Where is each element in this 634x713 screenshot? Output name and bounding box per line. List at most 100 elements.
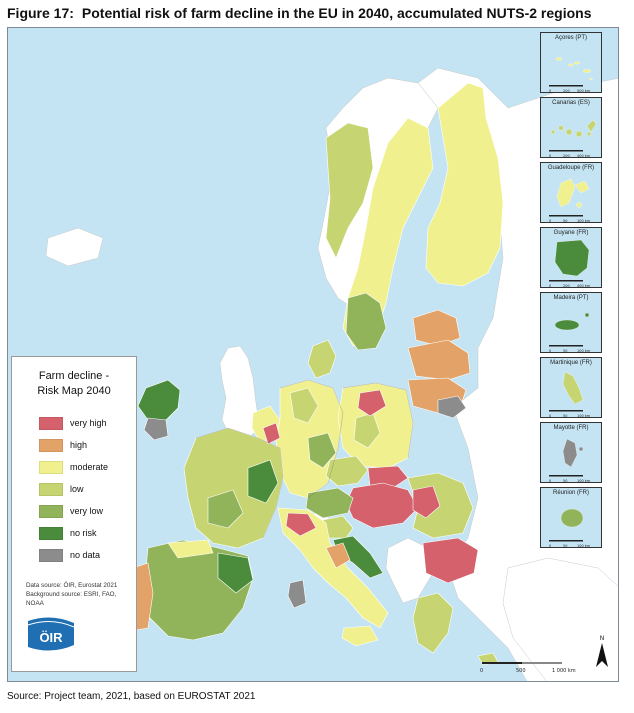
region-italy-centre[interactable] bbox=[325, 542, 351, 569]
region-denmark[interactable] bbox=[307, 339, 337, 379]
inset-scale-0: 0 bbox=[549, 219, 551, 223]
region-finland[interactable] bbox=[425, 82, 504, 287]
inset-scale-0: 0 bbox=[549, 154, 551, 158]
region-lithuania-nodata[interactable] bbox=[437, 395, 467, 419]
legend-items: very high high moderate low very low no … bbox=[12, 412, 136, 566]
legend-item: very low bbox=[12, 500, 136, 522]
region-france-centre[interactable] bbox=[247, 459, 279, 504]
inset-martinique[interactable]: Martinique (FR) 0 50 100 km bbox=[540, 357, 602, 418]
inset-scale-2: 100 km bbox=[577, 544, 591, 548]
region-romania-west[interactable] bbox=[412, 485, 441, 519]
inset-scale-1: 50 bbox=[563, 219, 567, 223]
region-slovakia[interactable] bbox=[367, 465, 409, 489]
inset-scale-2: 100 km bbox=[577, 349, 591, 353]
region-czechia[interactable] bbox=[325, 455, 369, 487]
region-spain-north[interactable] bbox=[167, 539, 214, 559]
figure-title: Figure 17: Potential risk of farm decline… bbox=[7, 5, 591, 21]
region-sardinia[interactable] bbox=[287, 579, 307, 609]
inset-reunion[interactable]: Réunion (FR) 0 50 100 km bbox=[540, 487, 602, 548]
inset-title: Canarias (ES) bbox=[552, 100, 590, 106]
region-france-north[interactable] bbox=[262, 422, 281, 445]
inset-scale-1: 50 bbox=[563, 479, 567, 483]
inset-scale-0: 0 bbox=[549, 284, 551, 288]
inset-scale-0: 0 bbox=[549, 349, 551, 353]
region-bulgaria[interactable] bbox=[422, 537, 479, 584]
scale-label-2: 1 000 km bbox=[552, 668, 576, 674]
region-austria[interactable] bbox=[305, 487, 354, 519]
region-germany-north[interactable] bbox=[289, 387, 319, 424]
outlying-land bbox=[45, 227, 104, 267]
scale-bar: 0 500 1 000 km bbox=[480, 662, 576, 674]
legend-label: no risk bbox=[70, 528, 97, 538]
north-label: N bbox=[600, 635, 605, 642]
inset-scale-2: 100 km bbox=[577, 219, 591, 223]
inset-map: 0 50 100 km bbox=[549, 178, 591, 223]
legend-label: low bbox=[70, 484, 84, 494]
eu-regions[interactable] bbox=[129, 82, 504, 666]
logo-text: ÖIR bbox=[39, 630, 63, 645]
legend-label: very low bbox=[70, 506, 104, 516]
region-sicily[interactable] bbox=[341, 625, 379, 647]
region-ireland-nodata[interactable] bbox=[143, 417, 169, 441]
legend-title-line1: Farm decline - bbox=[38, 370, 110, 382]
region-italy-north[interactable] bbox=[285, 512, 317, 537]
legend-item: no data bbox=[12, 544, 136, 566]
region-sweden-mid[interactable] bbox=[325, 122, 374, 259]
inset-map: 0 50 100 km bbox=[549, 438, 591, 483]
legend-swatch bbox=[39, 460, 63, 474]
legend-swatch bbox=[39, 416, 63, 430]
north-arrow-icon: N bbox=[596, 635, 608, 667]
inset-scale-2: 100 km bbox=[577, 414, 591, 418]
region-italy[interactable] bbox=[277, 507, 389, 629]
region-germany-mid[interactable] bbox=[307, 432, 337, 469]
region-sweden-south[interactable] bbox=[345, 292, 387, 351]
inset-scale-1: 200 bbox=[563, 154, 570, 158]
region-greece[interactable] bbox=[412, 592, 454, 654]
inset-map: 0 50 100 km bbox=[549, 508, 591, 548]
legend-title-line2: Risk Map 2040 bbox=[37, 385, 111, 397]
inset-title: Guadeloupe (FR) bbox=[547, 165, 595, 171]
region-latvia[interactable] bbox=[407, 339, 471, 381]
legend-item: moderate bbox=[12, 456, 136, 478]
legend-label: moderate bbox=[70, 462, 109, 472]
inset-scale-0: 0 bbox=[549, 89, 551, 93]
inset-scale-2: 100 km bbox=[577, 479, 591, 483]
inset-map: 0 200 400 km bbox=[549, 119, 597, 158]
map-frame[interactable]: Farm decline - Risk Map 2040 very high h… bbox=[7, 27, 619, 682]
inset-canarias[interactable]: Canarias (ES) 0 200 400 km bbox=[540, 97, 602, 158]
inset-title: Mayotte (FR) bbox=[553, 425, 589, 431]
inset-maps: Açores (PT) 0 200 500 km Canarias (ES) 0… bbox=[540, 32, 602, 552]
inset-scale-0: 0 bbox=[549, 414, 551, 418]
inset-mayotte[interactable]: Mayotte (FR) 0 50 100 km bbox=[540, 422, 602, 483]
inset-scale-2: 400 km bbox=[577, 284, 591, 288]
inset-title: Guyane (FR) bbox=[553, 230, 589, 236]
inset-title: Réunion (FR) bbox=[552, 490, 589, 496]
inset-map: 0 50 100 km bbox=[549, 371, 591, 418]
inset-title: Açores (PT) bbox=[554, 35, 587, 41]
inset-guadeloupe[interactable]: Guadeloupe (FR) 0 50 100 km bbox=[540, 162, 602, 223]
figure-number: Figure 17: bbox=[7, 5, 74, 21]
inset-scale-2: 500 km bbox=[577, 89, 591, 93]
legend-item: low bbox=[12, 478, 136, 500]
legend-swatch bbox=[39, 438, 63, 452]
inset-madeira[interactable]: Madeira (PT) 0 50 100 km bbox=[540, 292, 602, 353]
inset-map: 0 50 100 km bbox=[549, 312, 591, 353]
region-spain-east[interactable] bbox=[217, 552, 254, 594]
legend-item: no risk bbox=[12, 522, 136, 544]
inset-acores[interactable]: Açores (PT) 0 200 500 km bbox=[540, 32, 602, 93]
figure-source: Source: Project team, 2021, based on EUR… bbox=[7, 691, 256, 702]
region-estonia[interactable] bbox=[412, 309, 461, 347]
inset-title: Martinique (FR) bbox=[550, 360, 592, 366]
region-france-west[interactable] bbox=[207, 489, 244, 529]
inset-scale-1: 50 bbox=[563, 544, 567, 548]
data-source: Data source: ÖIR, Eurostat 2021 bbox=[26, 582, 118, 589]
legend-sources: Data source: ÖIR, Eurostat 2021 Backgrou… bbox=[26, 581, 117, 608]
inset-guyane[interactable]: Guyane (FR) 0 200 400 km bbox=[540, 227, 602, 288]
legend-swatch bbox=[39, 526, 63, 540]
background-source-2: NOAA bbox=[26, 600, 44, 607]
country-borders bbox=[195, 379, 414, 539]
region-poland-north[interactable] bbox=[357, 389, 387, 417]
inset-scale-1: 200 bbox=[563, 89, 570, 93]
oir-logo-icon: ÖIR bbox=[27, 617, 75, 651]
region-ireland[interactable] bbox=[137, 379, 181, 421]
